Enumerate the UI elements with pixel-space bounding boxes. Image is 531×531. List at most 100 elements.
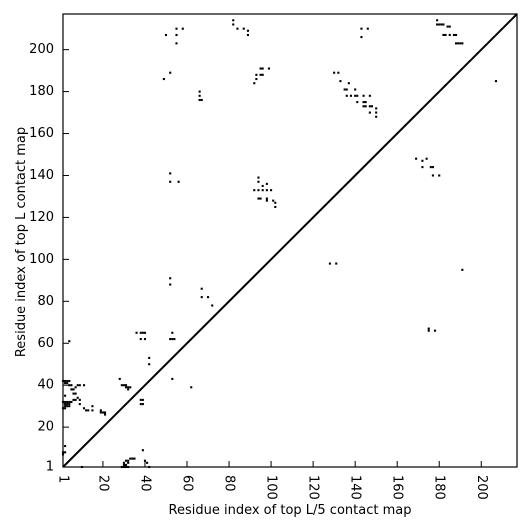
contact-point-upper [261, 67, 264, 70]
contact-point-upper [261, 184, 264, 188]
contact-point-upper [169, 283, 172, 286]
contact-point-lower [141, 403, 144, 406]
contact-point-lower [200, 296, 203, 299]
contact-point-upper [366, 27, 369, 30]
contact-point-lower [66, 403, 69, 406]
y-tick-label: 160 [29, 126, 54, 141]
contact-point-upper [265, 189, 268, 192]
contact-point-upper [438, 174, 441, 177]
contact-point-upper [448, 33, 451, 37]
contact-point-lower [120, 384, 123, 387]
contact-point-lower [68, 403, 71, 406]
contact-point-lower [118, 377, 121, 380]
contact-point-lower [139, 331, 142, 334]
contact-point-lower [68, 340, 71, 343]
contact-point-upper [328, 262, 331, 265]
contact-point-upper [261, 189, 264, 192]
contact-point-upper [164, 33, 168, 37]
contact-point-lower [211, 304, 214, 307]
contact-point-upper [345, 88, 348, 91]
contact-point-lower [64, 382, 67, 385]
contact-point-upper [265, 197, 268, 200]
contact-point-upper [442, 23, 445, 26]
contact-point-lower [64, 451, 67, 454]
y-tick-label: 20 [37, 420, 54, 435]
contact-point-upper [270, 189, 273, 192]
contact-point-lower [66, 400, 69, 404]
contact-point-upper [457, 42, 460, 45]
contact-point-lower [127, 461, 130, 464]
contact-point-lower [143, 331, 147, 334]
contact-point-lower [143, 338, 147, 341]
contact-point-upper [360, 36, 363, 39]
x-tick-label: 20 [95, 475, 110, 492]
y-tick-label: 140 [29, 168, 54, 183]
contact-point-upper [354, 88, 357, 91]
contact-point-lower [70, 388, 73, 391]
x-tick-label: 60 [180, 475, 195, 492]
contact-point-upper [343, 88, 346, 91]
contact-point-upper [461, 268, 464, 271]
contact-point-upper [181, 27, 184, 30]
contact-point-upper [169, 277, 172, 280]
contact-point-upper [429, 166, 432, 169]
contact-point-lower [68, 405, 71, 408]
contact-point-upper [362, 94, 365, 97]
contact-point-upper [448, 25, 451, 28]
contact-point-lower [135, 331, 138, 334]
contact-point-lower [200, 287, 203, 290]
plot-frame [62, 13, 518, 468]
contact-point-lower [72, 392, 75, 395]
contact-point-upper [421, 159, 424, 162]
contact-point-lower [78, 403, 81, 406]
contact-point-lower [66, 405, 69, 408]
contact-point-upper [198, 94, 201, 97]
contact-point-lower [127, 386, 130, 389]
contact-point-upper [169, 71, 172, 74]
y-tick-label: 120 [29, 210, 54, 225]
contact-point-upper [259, 197, 262, 200]
contact-point-lower [125, 386, 128, 389]
contact-point-lower [169, 338, 172, 341]
contact-point-upper [337, 71, 340, 74]
contact-point-upper [452, 33, 455, 37]
contact-point-lower [78, 398, 81, 401]
contact-point-lower [72, 388, 75, 391]
y-tick-label: 200 [29, 42, 54, 57]
contact-point-upper [362, 101, 365, 104]
contact-point-upper [175, 42, 178, 45]
contact-point-lower [66, 379, 69, 383]
contact-point-upper [345, 94, 348, 97]
contact-point-lower [122, 463, 125, 466]
contact-point-lower [64, 400, 67, 404]
contact-point-upper [259, 73, 262, 76]
contact-point-lower [64, 444, 67, 448]
contact-point-lower [148, 356, 151, 359]
contact-point-lower [66, 382, 69, 385]
contact-point-upper [257, 180, 260, 183]
contact-point-upper [253, 82, 256, 85]
contact-point-upper [436, 19, 439, 22]
contact-point-upper [253, 189, 256, 192]
x-tick-label: 100 [264, 475, 279, 500]
contact-point-lower [141, 331, 144, 334]
contact-point-upper [169, 180, 172, 183]
contact-point-upper [246, 29, 250, 32]
contact-point-upper [265, 182, 268, 185]
y-tick-label: 80 [37, 294, 54, 309]
contact-point-upper [257, 197, 260, 200]
contact-point-upper [360, 27, 363, 30]
contact-point-upper [169, 172, 172, 175]
contact-point-upper [259, 67, 262, 70]
contact-point-lower [143, 459, 147, 462]
contact-point-upper [272, 199, 275, 202]
contact-point-lower [68, 400, 71, 404]
contact-point-upper [347, 82, 350, 85]
contact-point-upper [444, 33, 447, 37]
contact-point-upper [267, 67, 271, 70]
contact-point-lower [74, 392, 77, 395]
contact-point-upper [362, 105, 365, 108]
contact-point-lower [141, 449, 144, 452]
contact-point-upper [274, 205, 277, 208]
contact-point-upper [375, 111, 378, 114]
